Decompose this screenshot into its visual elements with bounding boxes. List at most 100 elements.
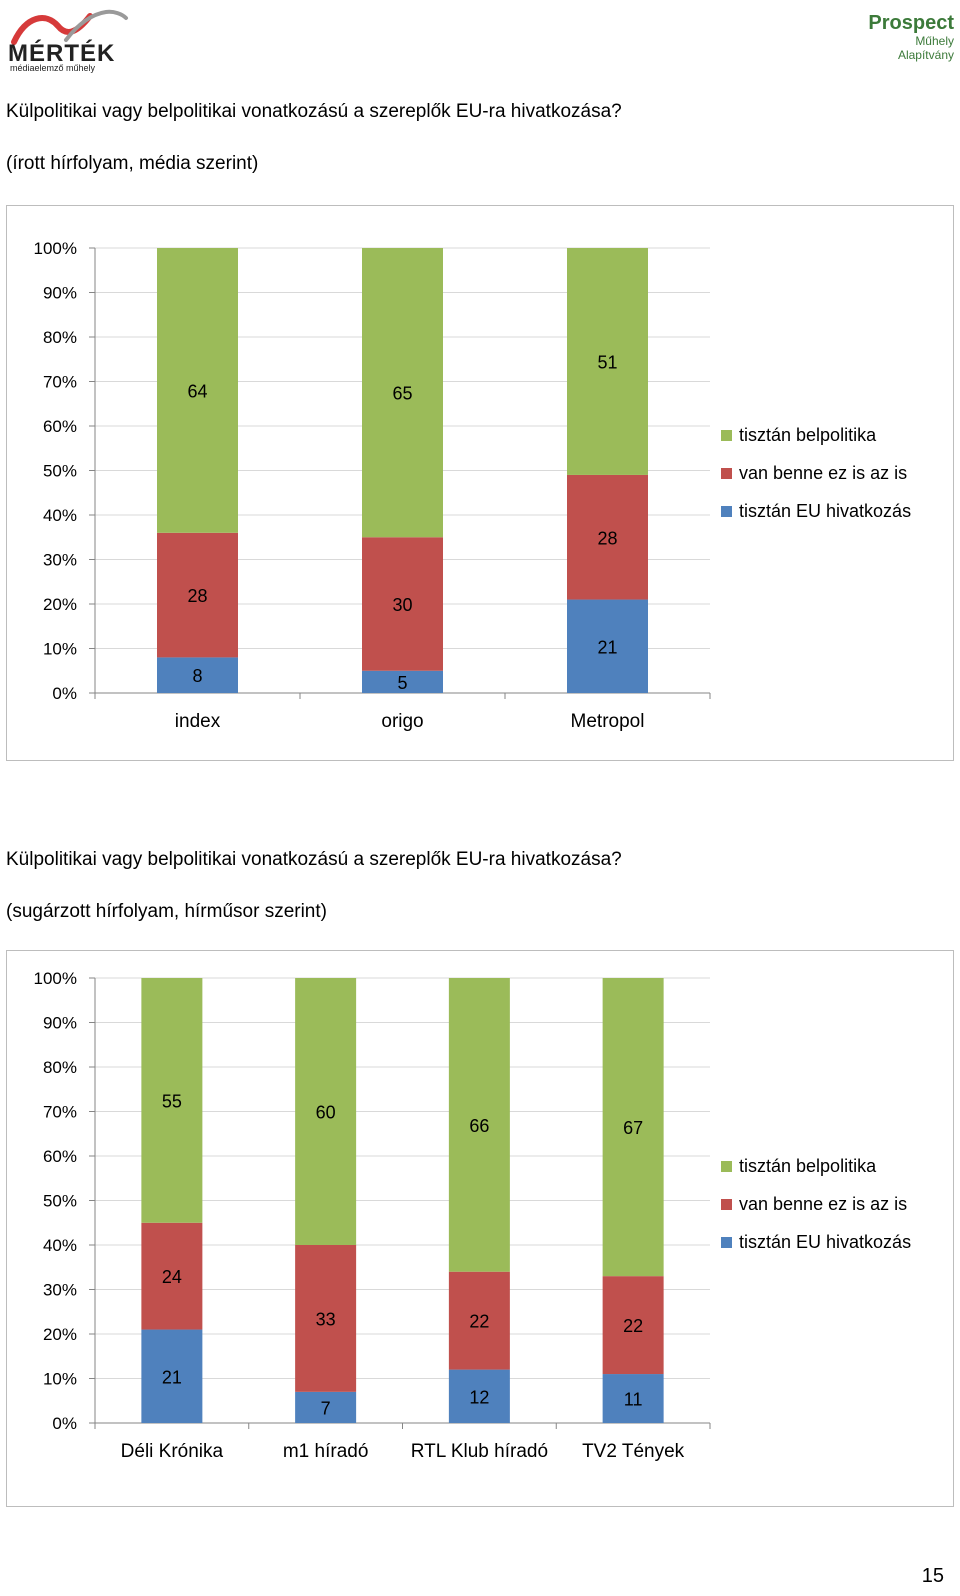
chart2-data-label: 21: [162, 1367, 182, 1387]
chart2-ytick-label: 90%: [43, 1014, 77, 1033]
chart2-legend-swatch: [721, 1199, 732, 1210]
mertek-logo: MÉRTÉK médiaelemző műhely: [6, 6, 136, 73]
chart2-legend-label: van benne ez is az is: [739, 1194, 907, 1214]
chart1-bar-segment: [362, 537, 443, 671]
page-number: 15: [921, 1565, 944, 1587]
prospect-brand: Prospect: [868, 12, 954, 34]
chart2-ytick-label: 10%: [43, 1370, 77, 1389]
chart2-svg: 0% 10% 20% 30% 40% 50% 60% 70% 80% 90% 100% 21 24 55 D…: [34, 969, 912, 1462]
chart2-data-label: 55: [162, 1091, 182, 1111]
chart2-data-label: 7: [321, 1398, 331, 1418]
mertek-brand: MÉRTÉK: [8, 40, 116, 67]
chart1-bar-segment: [567, 248, 648, 475]
chart2-legend-label: tisztán belpolitika: [739, 1156, 877, 1176]
chart2-legend-label: tisztán EU hivatkozás: [739, 1232, 911, 1252]
chart2-data-label: 33: [316, 1309, 336, 1329]
chart1-ytick-label: 70%: [43, 373, 77, 392]
chart2-category-label: TV2 Tények: [582, 1441, 685, 1462]
chart2-ytick-label: 20%: [43, 1325, 77, 1344]
chart1-data-label: 65: [392, 384, 412, 404]
chart2-ytick-label: 40%: [43, 1236, 77, 1255]
chart1-legend-swatch: [721, 468, 732, 479]
chart1-ytick-label: 60%: [43, 417, 77, 436]
chart2-bar-segment: [295, 1245, 357, 1392]
chart2-ytick-label: 30%: [43, 1281, 77, 1300]
chart2-data-label: 60: [316, 1103, 336, 1123]
chart2-bar-segment: [448, 1271, 510, 1370]
mertek-logo-swoosh-icon: [11, 9, 128, 45]
chart1-svg: 0% 10% 20% 30% 40% 50% 60% 70% 80% 90% 100% 8 28 64 in…: [34, 239, 912, 732]
chart2-ytick-label: 80%: [43, 1058, 77, 1077]
chart2-bar-segment: [602, 1276, 664, 1375]
chart2-ytick-label: 100%: [34, 969, 77, 988]
chart1-subtitle: (írott hírfolyam, média szerint): [6, 153, 259, 174]
chart1-category-label: index: [175, 711, 221, 732]
chart2-bar-segment: [141, 1222, 203, 1330]
prospect-line2: Műhely: [915, 34, 954, 48]
chart2-subtitle: (sugárzott hírfolyam, hírműsor szerint): [6, 901, 327, 922]
chart1-bar-segment: [157, 532, 238, 658]
chart2-bar-segment: [295, 1391, 357, 1423]
chart2-category-label: Déli Krónika: [121, 1441, 224, 1462]
chart1-data-label: 28: [187, 586, 207, 606]
chart2-ytick-label: 50%: [43, 1192, 77, 1211]
chart2-data-label: 11: [624, 1390, 643, 1410]
chart1-legend-swatch: [721, 506, 732, 517]
prospect-line3: Alapítvány: [897, 48, 954, 62]
chart1-bar-segment: [567, 474, 648, 600]
chart2-bar-segment: [295, 978, 357, 1245]
chart2-ytick-label: 0%: [52, 1414, 77, 1433]
chart1-data-label: 51: [597, 352, 617, 372]
chart2-container: 0% 10% 20% 30% 40% 50% 60% 70% 80% 90% 100% 21 24 55 D…: [6, 950, 954, 1507]
chart2-data-label: 12: [469, 1387, 489, 1407]
chart1-ytick-label: 50%: [43, 462, 77, 481]
chart1-ytick-label: 0%: [52, 684, 77, 703]
chart1-data-label: 21: [597, 637, 617, 657]
chart2-legend-swatch: [721, 1161, 732, 1172]
chart1-bar-segment: [157, 248, 238, 533]
chart2-data-label: 66: [469, 1116, 489, 1136]
chart1-legend-swatch: [721, 430, 732, 441]
chart2-data-label: 24: [162, 1267, 182, 1287]
chart1-bar-segment: [567, 599, 648, 693]
chart1-category-label: origo: [381, 711, 423, 732]
chart1-data-label: 64: [187, 381, 207, 401]
chart2-bar-segment: [448, 1369, 510, 1423]
chart2-title: Külpolitikai vagy belpolitikai vonatkozá…: [6, 849, 622, 870]
prospect-logo: Prospect Műhely Alapítvány: [854, 12, 954, 72]
chart1-data-label: 30: [392, 595, 412, 615]
chart1-category-label: Metropol: [571, 711, 645, 732]
chart1-legend-label: van benne ez is az is: [739, 463, 907, 483]
chart1-data-label: 5: [397, 673, 407, 693]
chart1-ytick-label: 10%: [43, 640, 77, 659]
chart1-ytick-label: 20%: [43, 595, 77, 614]
chart2-ytick-label: 60%: [43, 1147, 77, 1166]
chart1-bar-segment: [362, 248, 443, 538]
chart1-ytick-label: 100%: [34, 239, 77, 258]
chart2-category-label: m1 híradó: [283, 1441, 369, 1462]
chart1-legend-label: tisztán belpolitika: [739, 425, 877, 445]
chart2-category-label: RTL Klub híradó: [411, 1441, 548, 1462]
chart2-bar-segment: [141, 1329, 203, 1423]
chart1-ytick-label: 80%: [43, 328, 77, 347]
chart2-bar-segment: [602, 1374, 664, 1423]
chart1-bar-segment: [362, 670, 443, 693]
chart1-ytick-label: 30%: [43, 551, 77, 570]
chart2-ytick-label: 70%: [43, 1103, 77, 1122]
chart1-data-label: 8: [192, 666, 202, 686]
chart2-bar-segment: [448, 978, 510, 1272]
chart2-legend-swatch: [721, 1237, 732, 1248]
chart1-data-label: 28: [597, 528, 617, 548]
chart2-data-label: 22: [469, 1312, 489, 1332]
chart1-container: 0% 10% 20% 30% 40% 50% 60% 70% 80% 90% 100% 8 28 64 in…: [6, 205, 954, 761]
chart1-legend-label: tisztán EU hivatkozás: [739, 501, 911, 521]
chart1-ytick-label: 40%: [43, 506, 77, 525]
chart2-bar-segment: [141, 978, 203, 1223]
chart2-bar-segment: [602, 978, 664, 1277]
chart2-data-label: 22: [623, 1316, 643, 1336]
chart2-data-label: 67: [623, 1118, 643, 1138]
chart1-ytick-label: 90%: [43, 284, 77, 303]
chart1-bar-segment: [157, 657, 238, 693]
chart1-title: Külpolitikai vagy belpolitikai vonatkozá…: [6, 101, 622, 122]
mertek-tagline: médiaelemző műhely: [10, 63, 96, 73]
